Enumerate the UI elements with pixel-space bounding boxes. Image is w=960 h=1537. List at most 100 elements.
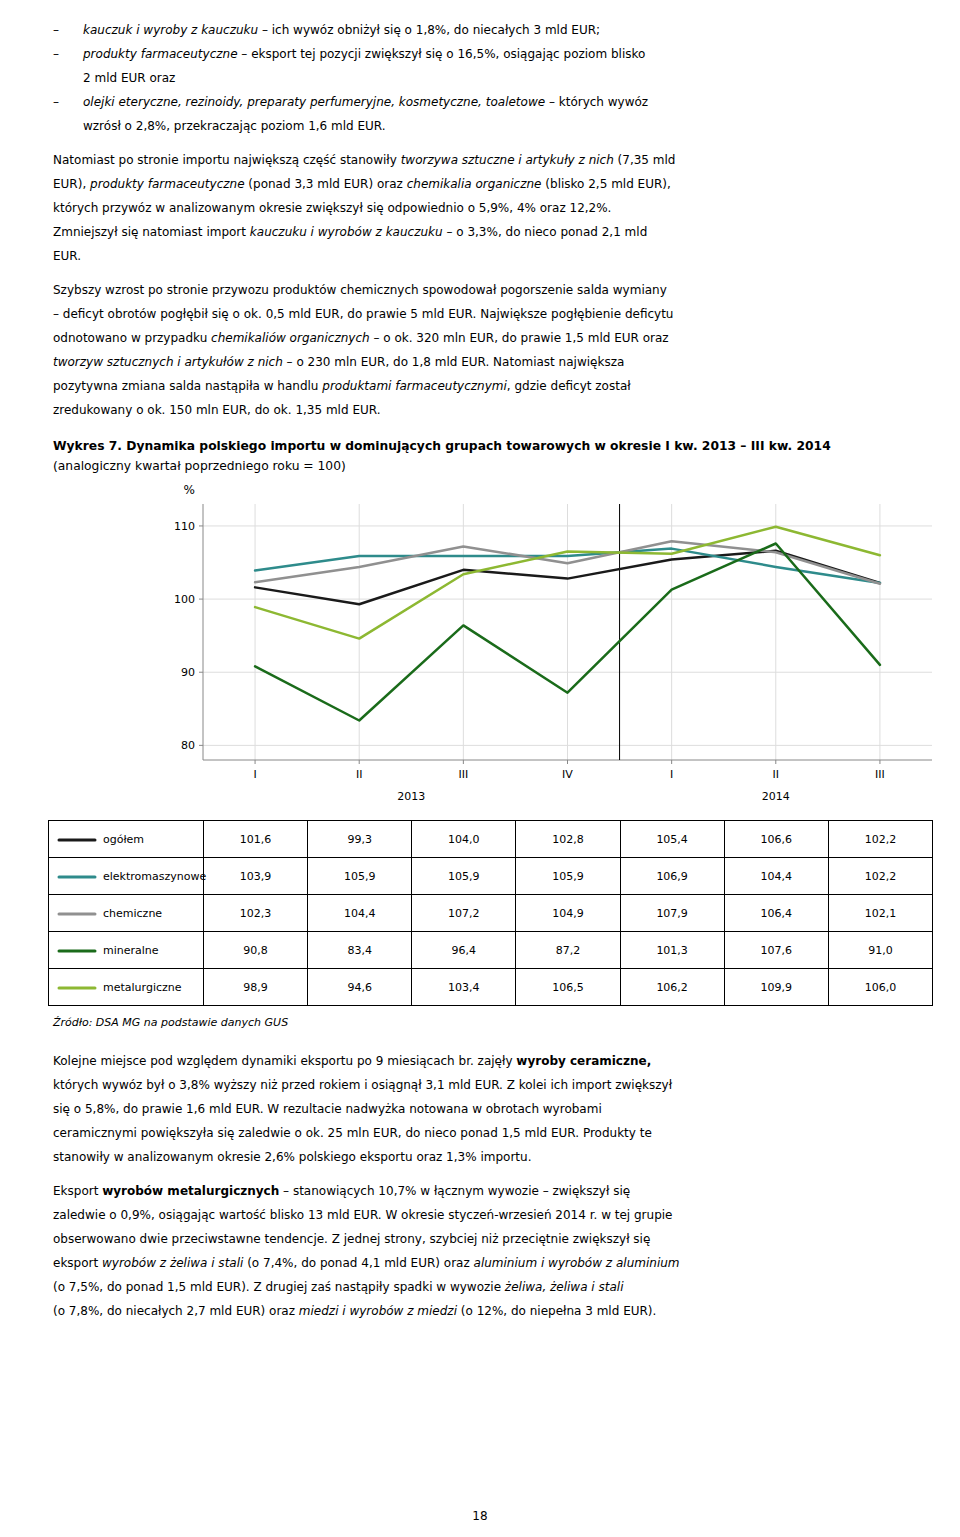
legend-cell: elektromaszynowe bbox=[49, 858, 204, 895]
x-tick-label: I bbox=[253, 768, 256, 781]
text-segment: Zmniejszył się natomiast import bbox=[53, 225, 250, 239]
text-segment: 2 mld EUR oraz bbox=[83, 71, 175, 85]
data-label: 90,8 bbox=[204, 932, 308, 969]
paragraph: Natomiast po stronie importu największą … bbox=[0, 148, 960, 268]
text-line: się o 5,8%, do prawie 1,6 mld EUR. W rez… bbox=[53, 1097, 960, 1121]
legend-label: chemiczne bbox=[103, 907, 162, 920]
legend-cell: mineralne bbox=[49, 932, 204, 969]
paragraph: Eksport wyrobów metalurgicznych – stanow… bbox=[0, 1179, 960, 1323]
text-segment: produktami farmaceutycznymi bbox=[322, 379, 507, 393]
paragraph: –kauczuk i wyroby z kauczuku – ich wywóz… bbox=[0, 18, 960, 138]
text-segment: których wywóz był o 3,8% wyższy niż prze… bbox=[53, 1078, 672, 1092]
x-tick-label: IV bbox=[562, 768, 573, 781]
legend-swatch-line bbox=[59, 875, 95, 878]
text-segment: wyroby ceramiczne, bbox=[516, 1054, 651, 1068]
bullet-marker: – bbox=[53, 42, 83, 66]
text-segment: (o 7,4%, do ponad 4,1 mld EUR) oraz bbox=[243, 1256, 473, 1270]
text-line: ceramicznymi powiększyła się zaledwie o … bbox=[53, 1121, 960, 1145]
chart-title: Wykres 7. Dynamika polskiego importu w d… bbox=[53, 439, 831, 453]
data-label: 83,4 bbox=[308, 932, 412, 969]
legend-swatch bbox=[57, 835, 97, 845]
text-segment: – o 3,3%, do nieco ponad 2,1 mld bbox=[443, 225, 648, 239]
text-line: –kauczuk i wyroby z kauczuku – ich wywóz… bbox=[53, 18, 960, 42]
text-segment: aluminium i wyrobów z aluminium bbox=[474, 1256, 680, 1270]
text-segment: – których wywóz bbox=[545, 95, 648, 109]
text-segment: miedzi i wyrobów z miedzi bbox=[299, 1304, 457, 1318]
text-line: EUR. bbox=[53, 244, 960, 268]
year-label: 2014 bbox=[762, 790, 790, 803]
text-segment: olejki eteryczne, rezinoidy, preparaty p… bbox=[83, 95, 545, 109]
text-segment: wzrósł o 2,8%, przekraczając poziom 1,6 … bbox=[83, 119, 386, 133]
data-label: 101,6 bbox=[204, 821, 308, 858]
text-segment: (ponad 3,3 mld EUR) oraz bbox=[245, 177, 407, 191]
data-label: 94,6 bbox=[308, 969, 412, 1006]
data-label: 102,2 bbox=[828, 821, 932, 858]
table-row: chemiczne102,3104,4107,2104,9107,9106,41… bbox=[49, 895, 933, 932]
paragraph: Kolejne miejsce pod względem dynamiki ek… bbox=[0, 1049, 960, 1169]
data-label: 99,3 bbox=[308, 821, 412, 858]
data-label: 102,2 bbox=[828, 858, 932, 895]
table-row: elektromaszynowe103,9105,9105,9105,9106,… bbox=[49, 858, 933, 895]
text-segment: zredukowany o ok. 150 mln EUR, do ok. 1,… bbox=[53, 403, 380, 417]
y-tick-label: 90 bbox=[181, 666, 195, 679]
y-tick bbox=[199, 525, 203, 526]
text-line: zredukowany o ok. 150 mln EUR, do ok. 1,… bbox=[53, 398, 960, 422]
legend-label: ogółem bbox=[103, 833, 144, 846]
x-tick bbox=[359, 760, 360, 764]
x-tick bbox=[671, 760, 672, 764]
text-line: –olejki eteryczne, rezinoidy, preparaty … bbox=[53, 90, 960, 114]
x-tick bbox=[255, 760, 256, 764]
text-segment: – eksport tej pozycji zwiększył się o 16… bbox=[238, 47, 646, 61]
bullet-marker: – bbox=[53, 90, 83, 114]
text-segment: obserwowano dwie przeciwstawne tendencje… bbox=[53, 1232, 650, 1246]
text-segment: Szybszy wzrost po stronie przywozu produ… bbox=[53, 283, 667, 297]
x-grid-line bbox=[567, 504, 568, 760]
data-label: 105,9 bbox=[412, 858, 516, 895]
text-segment: żeliwa, żeliwa i stali bbox=[505, 1280, 624, 1294]
text-segment: kauczuku i wyrobów z kauczuku bbox=[250, 225, 443, 239]
text-line: 2 mld EUR oraz bbox=[53, 66, 960, 90]
x-tick-label: II bbox=[356, 768, 363, 781]
x-tick-label: I bbox=[670, 768, 673, 781]
text-line: tworzyw sztucznych i artykułów z nich – … bbox=[53, 350, 960, 374]
data-label: 106,6 bbox=[724, 821, 828, 858]
text-segment: eksport bbox=[53, 1256, 102, 1270]
data-label: 102,1 bbox=[828, 895, 932, 932]
legend-swatch bbox=[57, 909, 97, 919]
text-segment: kauczuk i wyroby z kauczuku bbox=[83, 23, 258, 37]
data-label: 104,0 bbox=[412, 821, 516, 858]
data-label: 107,9 bbox=[620, 895, 724, 932]
legend-cell: chemiczne bbox=[49, 895, 204, 932]
text-line: stanowiły w analizowanym okresie 2,6% po… bbox=[53, 1145, 960, 1169]
data-label: 102,3 bbox=[204, 895, 308, 932]
text-segment: (o 7,8%, do niecałych 2,7 mld EUR) oraz bbox=[53, 1304, 299, 1318]
data-label: 107,6 bbox=[724, 932, 828, 969]
text-segment: produkty farmaceutyczne bbox=[90, 177, 245, 191]
top-spacer bbox=[0, 0, 960, 18]
text-line: – deficyt obrotów pogłębił się o ok. 0,5… bbox=[53, 302, 960, 326]
data-label: 109,9 bbox=[724, 969, 828, 1006]
text-segment: Kolejne miejsce pod względem dynamiki ek… bbox=[53, 1054, 516, 1068]
text-segment: , gdzie deficyt został bbox=[507, 379, 631, 393]
text-segment: – o 230 mln EUR, do 1,8 mld EUR. Natomia… bbox=[283, 355, 625, 369]
year-label: 2013 bbox=[397, 790, 425, 803]
table-row: metalurgiczne98,994,6103,4106,5106,2109,… bbox=[49, 969, 933, 1006]
data-label: 96,4 bbox=[412, 932, 516, 969]
text-segment: stanowiły w analizowanym okresie 2,6% po… bbox=[53, 1150, 531, 1164]
text-segment: ceramicznymi powiększyła się zaledwie o … bbox=[53, 1126, 652, 1140]
text-line: Zmniejszył się natomiast import kauczuku… bbox=[53, 220, 960, 244]
text-segment: (blisko 2,5 mld EUR), bbox=[542, 177, 671, 191]
data-label: 104,4 bbox=[308, 895, 412, 932]
data-label: 104,4 bbox=[724, 858, 828, 895]
y-tick bbox=[199, 672, 203, 673]
x-grid-line bbox=[463, 504, 464, 760]
text-segment: których przywóz w analizowanym okresie z… bbox=[53, 201, 611, 215]
table-body: ogółem101,699,3104,0102,8105,4106,6102,2… bbox=[49, 821, 933, 1006]
text-line: Natomiast po stronie importu największą … bbox=[53, 148, 960, 172]
text-segment: wyrobów z żeliwa i stali bbox=[102, 1256, 243, 1270]
text-line: (o 7,5%, do ponad 1,5 mld EUR). Z drugie… bbox=[53, 1275, 960, 1299]
x-grid-line bbox=[879, 504, 880, 760]
page: –kauczuk i wyroby z kauczuku – ich wywóz… bbox=[0, 0, 960, 1537]
x-tick bbox=[463, 760, 464, 764]
bullet-marker: – bbox=[53, 18, 83, 42]
